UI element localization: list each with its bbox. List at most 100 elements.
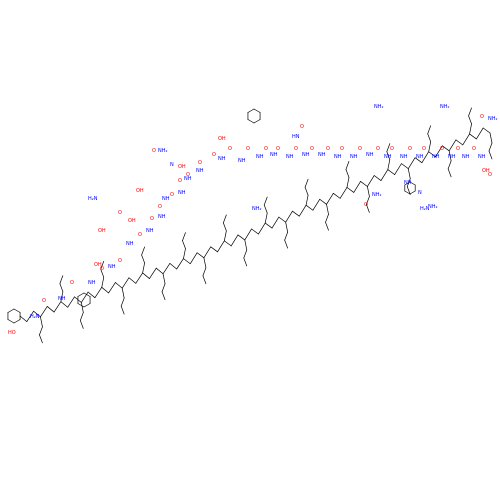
bond [407, 157, 416, 170]
bond [128, 277, 137, 284]
bond [19, 315, 28, 322]
bond [60, 291, 64, 303]
atom-label-o-14: O [246, 146, 250, 152]
bond [155, 267, 164, 275]
atom-label-oh-ser2: OH [136, 188, 144, 194]
bond [101, 286, 109, 294]
bond [482, 127, 491, 134]
atom-label-nh-19: NH [334, 154, 342, 160]
atom-label-o-gln: O [152, 148, 156, 154]
bond [447, 160, 452, 170]
atom-label-o-1: O [42, 298, 46, 304]
bond [468, 107, 472, 117]
bond [162, 263, 171, 275]
bond [462, 133, 470, 146]
bond [476, 127, 484, 140]
bond [141, 254, 145, 264]
atom-label-nh-asp: HN [292, 134, 300, 140]
atom-label-nh-17: NH [302, 152, 310, 158]
bond [101, 276, 105, 288]
atom-label-oh-ser: OH [98, 228, 106, 234]
bond [247, 108, 255, 113]
atom-label-o-15: O [264, 146, 268, 152]
bond [488, 142, 493, 152]
atom-label-o-4: O [118, 258, 122, 264]
bond [79, 312, 84, 321]
atom-label-nh2-asn: NH₂ [372, 192, 382, 198]
atom-label-o-5: O [138, 232, 142, 238]
atom-label-o-13: O [228, 146, 232, 152]
bond [210, 246, 218, 253]
atom-label-o-9: O [178, 178, 182, 184]
atom-label-nh2-lys2: NH₂ [252, 206, 262, 212]
bond [169, 263, 178, 270]
atom-label-nh-16: NH [286, 154, 294, 160]
atom-label-o-11: O [198, 160, 202, 166]
atom-label-nh-14: NH [256, 154, 264, 160]
bond [7, 319, 15, 324]
bond [223, 230, 227, 242]
atom-label-o-glu: O [118, 210, 122, 216]
bond [414, 157, 423, 164]
bond [135, 272, 143, 284]
bond [189, 252, 198, 265]
bond [292, 210, 300, 217]
bond [263, 196, 268, 206]
bond [366, 204, 370, 213]
bond [67, 296, 75, 308]
atom-label-nh-21: NH [366, 152, 374, 158]
bond [406, 186, 411, 196]
bond [325, 221, 329, 231]
atom-label-o-25: O [422, 146, 426, 152]
bond [319, 198, 327, 205]
bond [298, 204, 307, 217]
bond [448, 150, 452, 162]
bond [448, 139, 457, 152]
atom-label-o-19: O [326, 146, 330, 152]
bond [59, 283, 64, 293]
bond [120, 305, 125, 315]
bond [108, 282, 116, 294]
bond [312, 198, 321, 211]
atom-label-o-cterm: O [488, 172, 492, 178]
atom-label-oh-glu: OH [128, 218, 136, 224]
bond [77, 303, 85, 308]
bond [79, 320, 84, 329]
bond [100, 268, 105, 278]
bond-skeleton [7, 107, 493, 344]
atom-label-nh-13: NH [238, 158, 246, 164]
bond [141, 246, 145, 256]
bond [409, 190, 416, 195]
bond [222, 214, 227, 224]
atom-label-oh-thr: OH [94, 262, 102, 268]
atom-label-o-23: O [390, 146, 394, 152]
atom-label-nh-10: NH [196, 168, 204, 174]
atom-label-o-16: O [276, 146, 280, 152]
atom-label-nh2-gln: NH₂ [158, 148, 168, 154]
bond [332, 192, 341, 199]
atom-label-nh-26: NH [448, 154, 456, 160]
bond [183, 248, 186, 259]
atom-label-nh-1: NH [58, 296, 66, 302]
atom-label-oh-thr2: OH [178, 164, 186, 170]
atom-label-nh-5: NH [146, 228, 154, 234]
bond [39, 334, 43, 344]
bond [182, 232, 186, 241]
bond [386, 143, 391, 152]
atom-label-nh-his: NH [404, 180, 412, 186]
bond [489, 132, 493, 144]
bond [33, 310, 41, 318]
bond [161, 283, 166, 293]
bond [263, 204, 268, 214]
bond [394, 163, 402, 175]
bond [46, 306, 55, 313]
bond [326, 203, 329, 215]
atom-label-nh-20: NH [350, 154, 358, 160]
bond [217, 240, 225, 253]
atom-label-o-3: O [100, 266, 104, 272]
atom-label-nh-28: NH [478, 154, 486, 160]
atom-label-nh-12: NH [218, 156, 226, 162]
atom-label-o-asp: O [300, 124, 304, 130]
